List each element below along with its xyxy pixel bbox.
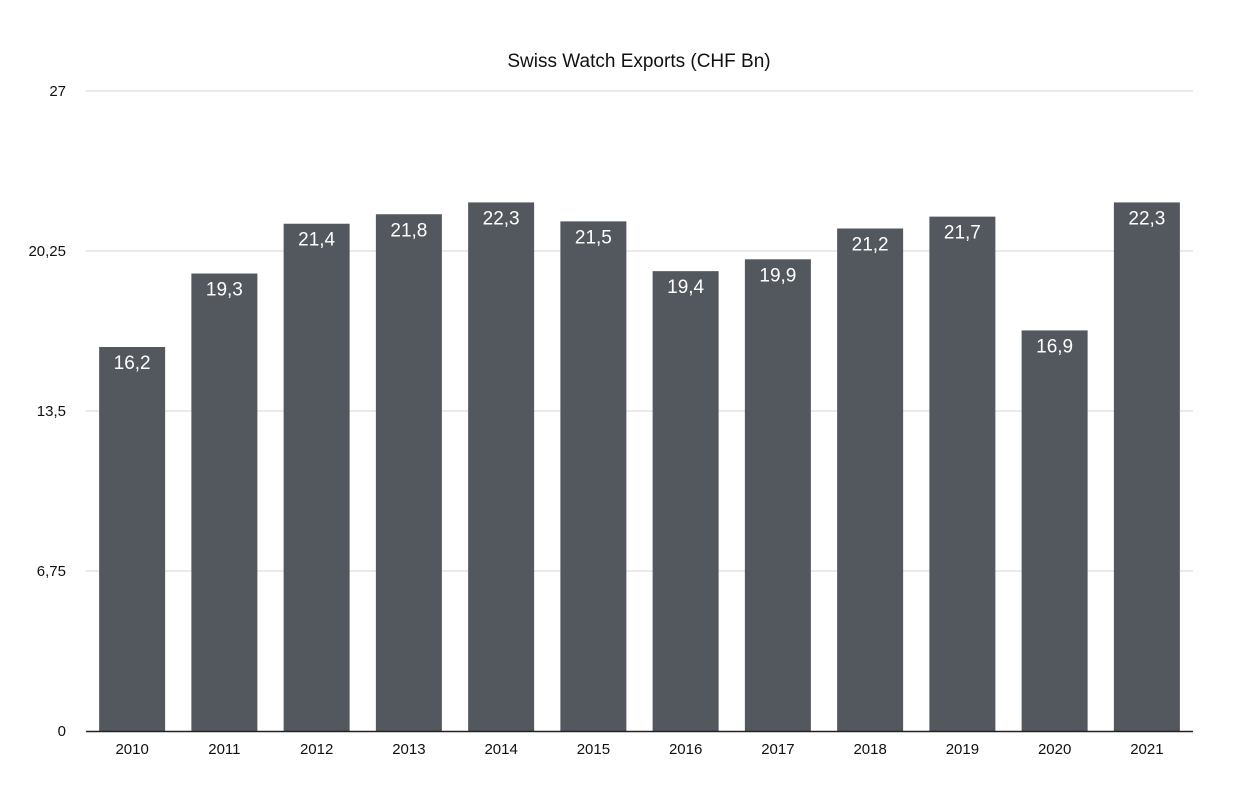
bar-2011 (191, 273, 258, 731)
chart-title: Swiss Watch Exports (CHF Bn) (507, 51, 770, 72)
bar-value-label: 21,8 (390, 220, 427, 241)
x-tick-label: 2015 (577, 741, 610, 758)
bar-value-label: 22,3 (1128, 208, 1165, 229)
bar-2015 (560, 221, 627, 732)
bar-value-label: 19,4 (667, 277, 704, 298)
x-tick-label: 2019 (946, 741, 979, 758)
bar-2017 (744, 259, 811, 731)
bar-2014 (468, 202, 535, 731)
x-tick-label: 2016 (669, 741, 702, 758)
y-tick-label: 20,25 (28, 243, 66, 260)
y-tick-label: 0 (58, 723, 66, 740)
x-tick-label: 2014 (484, 741, 517, 758)
x-tick-label: 2012 (300, 741, 333, 758)
bar-2016 (652, 271, 719, 731)
bar-value-label: 21,2 (852, 234, 889, 255)
bar-2012 (283, 223, 350, 732)
bar-value-labels: 16,2 19,3 21,4 21,8 22,3 21,5 19,4 19,9 21,2 21,7… (114, 208, 1166, 374)
y-axis-ticks: 0 6,75 13,5 20,25 27 (28, 83, 66, 740)
bar-2021 (1113, 202, 1180, 731)
x-tick-label: 2017 (761, 741, 794, 758)
gridlines (86, 90, 1193, 572)
x-tick-label: 2020 (1038, 741, 1071, 758)
bar-value-label: 19,3 (206, 280, 243, 301)
x-tick-label: 2018 (853, 741, 886, 758)
bar-value-label: 21,7 (944, 223, 981, 244)
bar-2013 (375, 214, 442, 731)
x-tick-label: 2021 (1130, 741, 1163, 758)
bar-2019 (929, 216, 996, 731)
bars (99, 202, 1180, 732)
y-tick-label: 13,5 (37, 403, 66, 420)
bar-value-label: 22,3 (483, 208, 520, 229)
bar-value-label: 21,5 (575, 227, 612, 248)
bar-value-label: 19,9 (759, 265, 796, 286)
bar-value-label: 16,2 (114, 353, 151, 374)
bar-2010 (99, 347, 166, 731)
x-axis-ticks: 2010 2011 2012 2013 2014 2015 2016 2017 2018 2019… (115, 741, 1163, 758)
y-tick-label: 6,75 (37, 563, 66, 580)
bar-value-label: 16,9 (1036, 336, 1073, 357)
y-tick-label: 27 (49, 83, 66, 100)
x-tick-label: 2011 (208, 741, 240, 758)
x-tick-label: 2013 (392, 741, 425, 758)
bar-value-label: 21,4 (298, 230, 335, 251)
bar-2018 (837, 228, 904, 731)
bar-2020 (1021, 330, 1088, 731)
x-tick-label: 2010 (115, 741, 148, 758)
